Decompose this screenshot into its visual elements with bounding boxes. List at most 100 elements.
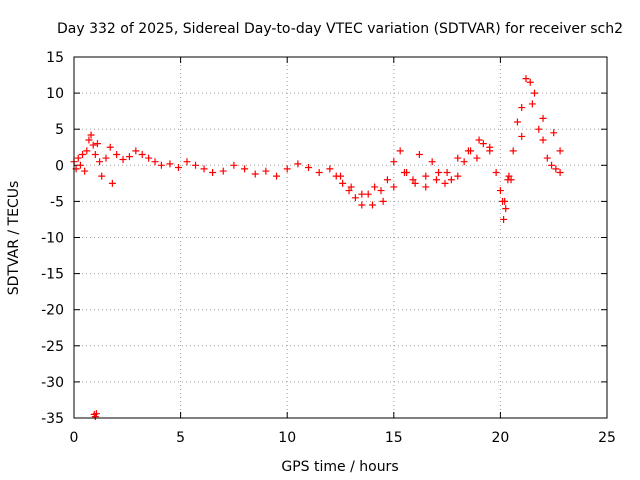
data-point: [81, 167, 89, 175]
data-point: [492, 169, 500, 177]
data-point: [379, 197, 387, 205]
data-point: [79, 150, 87, 158]
data-point: [132, 147, 140, 155]
x-tick-label: 25: [598, 430, 616, 446]
data-point: [428, 158, 436, 166]
data-point: [543, 154, 551, 162]
data-point: [98, 172, 106, 180]
data-point: [102, 154, 110, 162]
data-point: [513, 118, 521, 126]
x-tick-label: 5: [176, 430, 185, 446]
data-point: [422, 183, 430, 191]
data-point: [507, 176, 515, 184]
data-point: [251, 170, 259, 178]
data-markers: [70, 75, 564, 421]
tick-labels: 0 5 10 15 20 25 15 10 5 0 -5 -10 -15 -20 -25 -30 -35: [41, 50, 616, 446]
data-point: [76, 161, 84, 169]
data-point: [409, 176, 417, 184]
data-point: [89, 141, 97, 149]
data-point: [550, 129, 558, 137]
data-point: [443, 169, 451, 177]
data-point: [552, 165, 560, 173]
data-point: [85, 136, 93, 144]
plot-frame: [73, 56, 608, 419]
data-point: [209, 169, 217, 177]
data-point: [500, 215, 508, 223]
data-point: [454, 154, 462, 162]
data-point: [83, 147, 91, 155]
data-point: [87, 131, 95, 139]
data-point: [200, 165, 208, 173]
data-point: [556, 147, 564, 155]
data-point: [345, 187, 353, 195]
data-point: [411, 179, 419, 187]
data-point: [294, 160, 302, 168]
data-point: [125, 153, 133, 161]
data-point: [496, 187, 504, 195]
data-point: [219, 167, 227, 175]
y-tick-label: -5: [50, 194, 64, 210]
y-tick-label: -35: [41, 411, 64, 427]
data-point: [358, 201, 366, 209]
data-point: [315, 169, 323, 177]
data-point: [358, 190, 366, 198]
data-point: [460, 158, 468, 166]
data-point: [539, 114, 547, 122]
data-point: [157, 161, 165, 169]
x-tick-label: 15: [385, 430, 403, 446]
x-tick-label: 0: [70, 430, 79, 446]
data-point: [454, 172, 462, 180]
data-point: [539, 136, 547, 144]
data-point: [475, 136, 483, 144]
data-point: [151, 158, 159, 166]
y-tick-label: -15: [41, 267, 64, 283]
data-point: [548, 161, 556, 169]
data-point: [556, 169, 564, 177]
data-point: [396, 147, 404, 155]
data-point: [108, 179, 116, 187]
y-tick-label: -10: [41, 231, 64, 247]
y-tick-label: 5: [55, 122, 64, 138]
data-point: [505, 172, 513, 180]
y-tick-label: 0: [55, 158, 64, 174]
data-point: [526, 78, 534, 86]
x-tick-label: 20: [491, 430, 509, 446]
data-point: [113, 150, 121, 158]
data-point: [106, 143, 114, 151]
x-tick-label: 10: [278, 430, 296, 446]
data-point: [138, 150, 146, 158]
data-point: [447, 176, 455, 184]
data-point: [92, 410, 100, 418]
data-point: [528, 100, 536, 108]
data-point: [535, 125, 543, 133]
data-point: [531, 89, 539, 97]
data-point: [364, 190, 372, 198]
data-point: [93, 140, 101, 148]
data-point: [371, 183, 379, 191]
data-point: [339, 179, 347, 187]
data-point: [390, 183, 398, 191]
data-point: [119, 156, 127, 164]
y-tick-label: -20: [41, 303, 64, 319]
data-point: [166, 160, 174, 168]
y-tick-label: -30: [41, 375, 64, 391]
data-point: [432, 176, 440, 184]
data-point: [499, 197, 507, 205]
y-tick-label: 15: [46, 50, 64, 66]
data-point: [96, 158, 104, 166]
y-axis-label: SDTVAR / TECUs: [6, 181, 22, 296]
data-point: [283, 165, 291, 173]
data-point: [174, 163, 182, 171]
data-point: [479, 140, 487, 148]
data-point: [262, 167, 270, 175]
data-point: [347, 183, 355, 191]
data-point: [91, 150, 99, 158]
data-point: [337, 172, 344, 180]
data-point: [518, 132, 526, 140]
data-point: [390, 158, 398, 166]
data-point: [368, 201, 376, 209]
y-tick-label: 10: [46, 86, 64, 102]
data-point: [241, 165, 249, 173]
data-point: [422, 172, 430, 180]
